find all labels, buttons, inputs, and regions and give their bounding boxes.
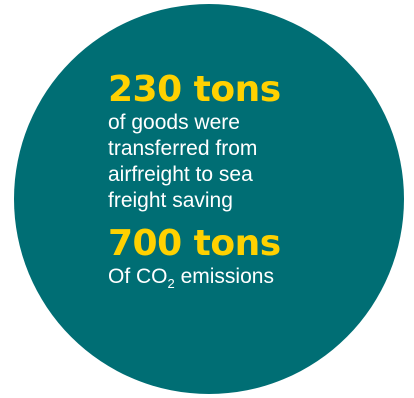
stat-block-emissions: 700 tons Of CO2 emissions bbox=[108, 223, 368, 291]
stat-value-goods: 230 tons bbox=[108, 69, 281, 110]
teal-circle bbox=[14, 4, 404, 394]
emissions-prefix: Of CO bbox=[108, 265, 168, 288]
stat-block-goods: 230 tons of goods were transferred from … bbox=[108, 70, 368, 214]
stat-description-line: airfreight to sea bbox=[108, 163, 253, 186]
stat-value-emissions: 700 tons bbox=[108, 223, 281, 264]
emissions-suffix: emissions bbox=[174, 265, 274, 288]
stat-description-line: freight saving bbox=[108, 189, 233, 212]
stat-description-line: transferred from bbox=[108, 137, 258, 160]
emissions-subscript: 2 bbox=[167, 276, 175, 291]
infographic-content: 230 tons of goods were transferred from … bbox=[108, 70, 368, 291]
stat-description-emissions: Of CO2 emissions bbox=[108, 264, 368, 290]
stat-description-line: of goods were bbox=[108, 111, 240, 134]
